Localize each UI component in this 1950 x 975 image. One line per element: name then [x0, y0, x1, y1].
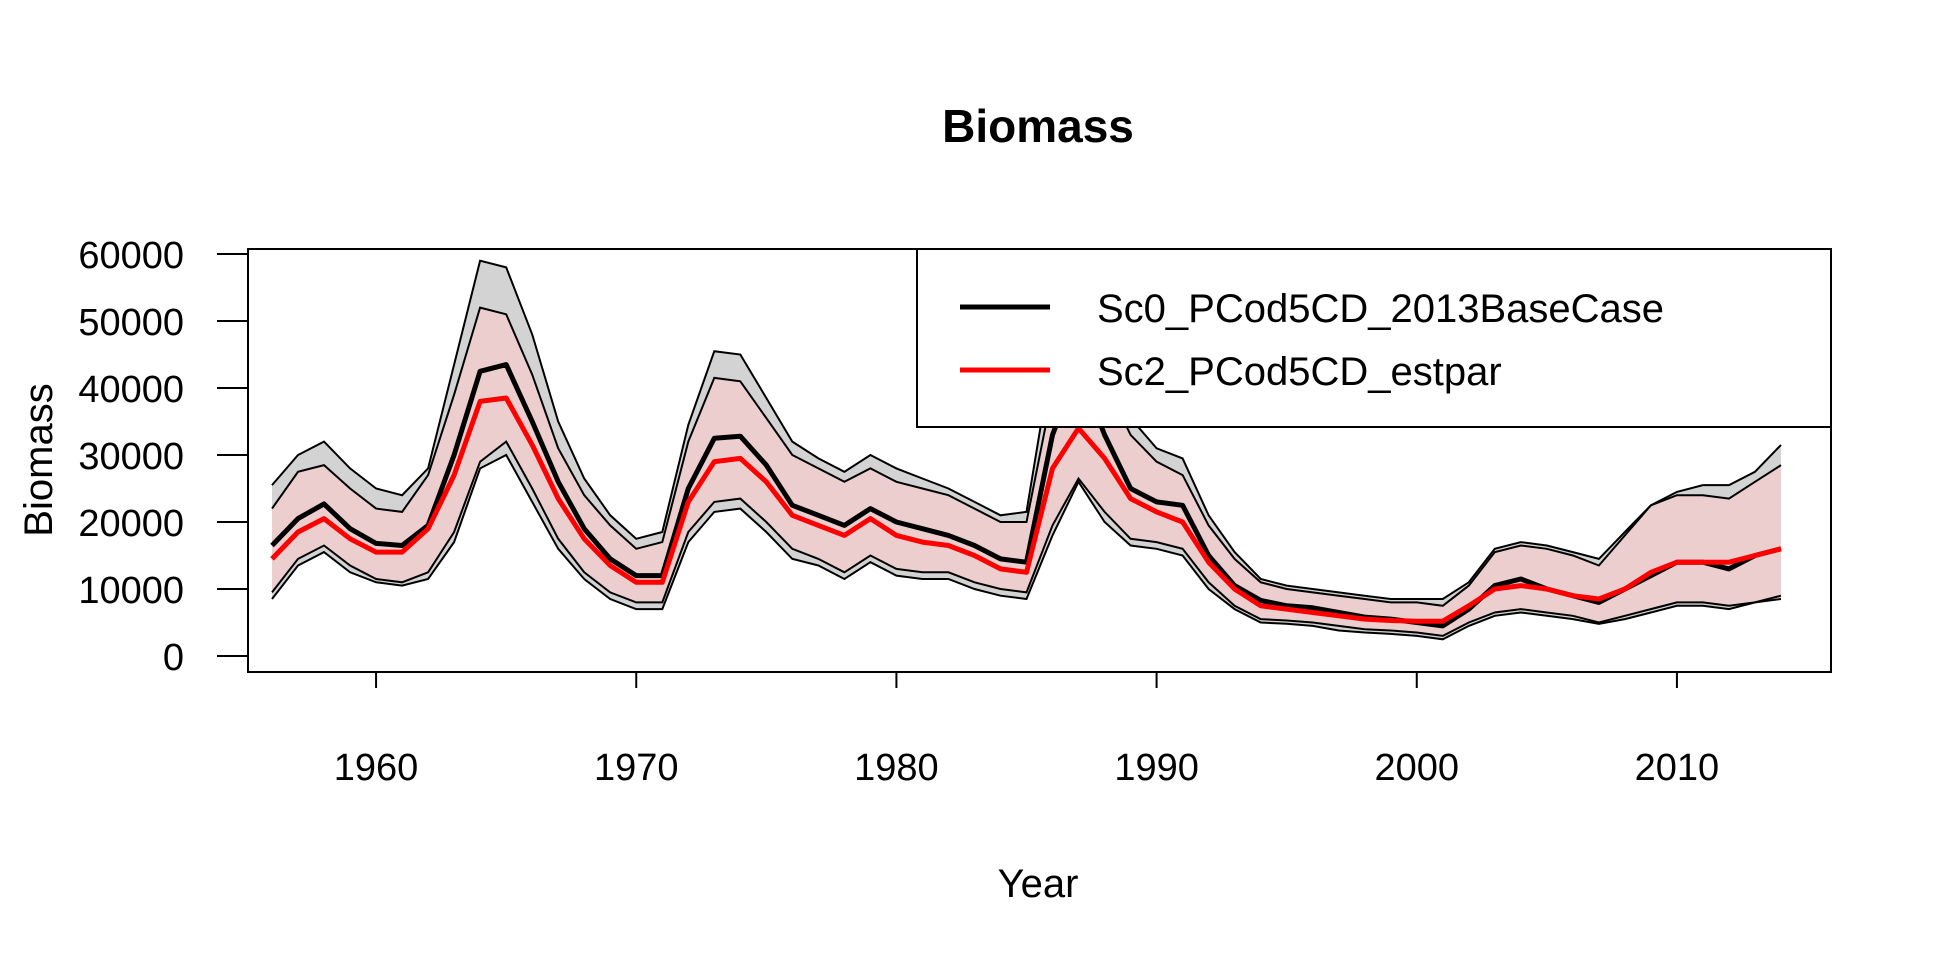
- y-axis: 0 10000 20000 30000 40000 50000 60000: [78, 235, 249, 679]
- legend-box: [916, 248, 1832, 428]
- x-axis-label: Year: [998, 862, 1079, 906]
- confidence-band-series-2: [272, 307, 1781, 636]
- series-lines: [270, 362, 1782, 629]
- chart-title: Biomass: [942, 100, 1134, 152]
- y-tick-label: 60000: [78, 235, 184, 277]
- y-tick-label: 30000: [78, 436, 184, 478]
- y-tick-label: 0: [163, 637, 184, 679]
- lower-bound-line-series-1: [271, 453, 1782, 641]
- legend-label-series-2: Sc2_PCod5CD_estpar: [1097, 350, 1502, 394]
- confidence-bands: [271, 259, 1782, 641]
- x-tick-label: 2000: [1374, 747, 1459, 789]
- x-axis: 1960 1970 1980 1990 2000 2010: [334, 671, 1720, 789]
- lower-bound-line-series-2: [271, 440, 1782, 637]
- y-tick-label: 50000: [78, 302, 184, 344]
- y-tick-label: 10000: [78, 570, 184, 612]
- y-tick-label: 20000: [78, 503, 184, 545]
- x-tick-label: 1990: [1114, 747, 1199, 789]
- x-tick-label: 2010: [1635, 747, 1720, 789]
- y-axis-label: Biomass: [17, 383, 61, 536]
- upper-bound-line-series-2: [271, 306, 1782, 607]
- x-tick-label: 1960: [334, 747, 419, 789]
- y-tick-label: 40000: [78, 369, 184, 411]
- series-line-2: [270, 395, 1782, 624]
- x-tick-label: 1980: [854, 747, 939, 789]
- legend: Sc0_PCod5CD_2013BaseCase Sc2_PCod5CD_est…: [916, 248, 1832, 428]
- upper-bound-line-series-1: [271, 259, 1782, 600]
- plot-area: [270, 259, 1782, 641]
- x-tick-label: 1970: [594, 747, 679, 789]
- legend-label-series-1: Sc0_PCod5CD_2013BaseCase: [1097, 287, 1664, 331]
